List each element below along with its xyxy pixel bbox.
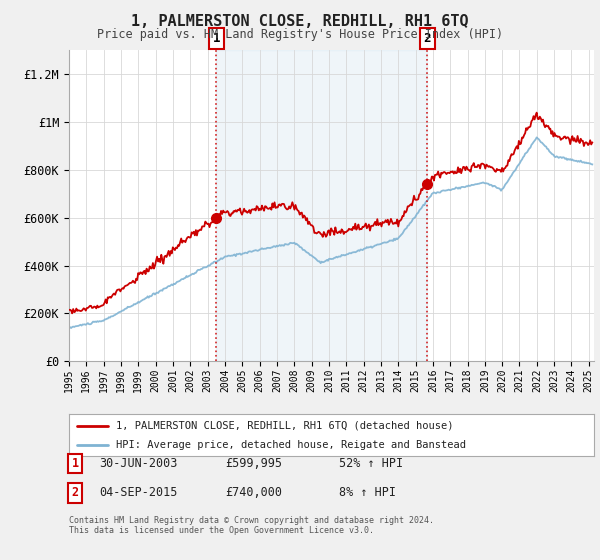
Text: 1: 1 bbox=[71, 457, 79, 470]
Text: This data is licensed under the Open Government Licence v3.0.: This data is licensed under the Open Gov… bbox=[69, 526, 374, 535]
Text: HPI: Average price, detached house, Reigate and Banstead: HPI: Average price, detached house, Reig… bbox=[116, 440, 466, 450]
Text: 52% ↑ HPI: 52% ↑ HPI bbox=[339, 457, 403, 470]
Text: 30-JUN-2003: 30-JUN-2003 bbox=[99, 457, 178, 470]
Text: Price paid vs. HM Land Registry's House Price Index (HPI): Price paid vs. HM Land Registry's House … bbox=[97, 28, 503, 41]
Text: £740,000: £740,000 bbox=[225, 486, 282, 500]
Text: 1: 1 bbox=[212, 32, 220, 45]
Text: 8% ↑ HPI: 8% ↑ HPI bbox=[339, 486, 396, 500]
Text: 04-SEP-2015: 04-SEP-2015 bbox=[99, 486, 178, 500]
Text: 1, PALMERSTON CLOSE, REDHILL, RH1 6TQ: 1, PALMERSTON CLOSE, REDHILL, RH1 6TQ bbox=[131, 14, 469, 29]
Text: 2: 2 bbox=[424, 32, 431, 45]
Text: 2: 2 bbox=[71, 486, 79, 500]
Text: 1, PALMERSTON CLOSE, REDHILL, RH1 6TQ (detached house): 1, PALMERSTON CLOSE, REDHILL, RH1 6TQ (d… bbox=[116, 421, 454, 431]
Text: Contains HM Land Registry data © Crown copyright and database right 2024.: Contains HM Land Registry data © Crown c… bbox=[69, 516, 434, 525]
Bar bbox=[216, 50, 427, 361]
Text: £599,995: £599,995 bbox=[225, 457, 282, 470]
